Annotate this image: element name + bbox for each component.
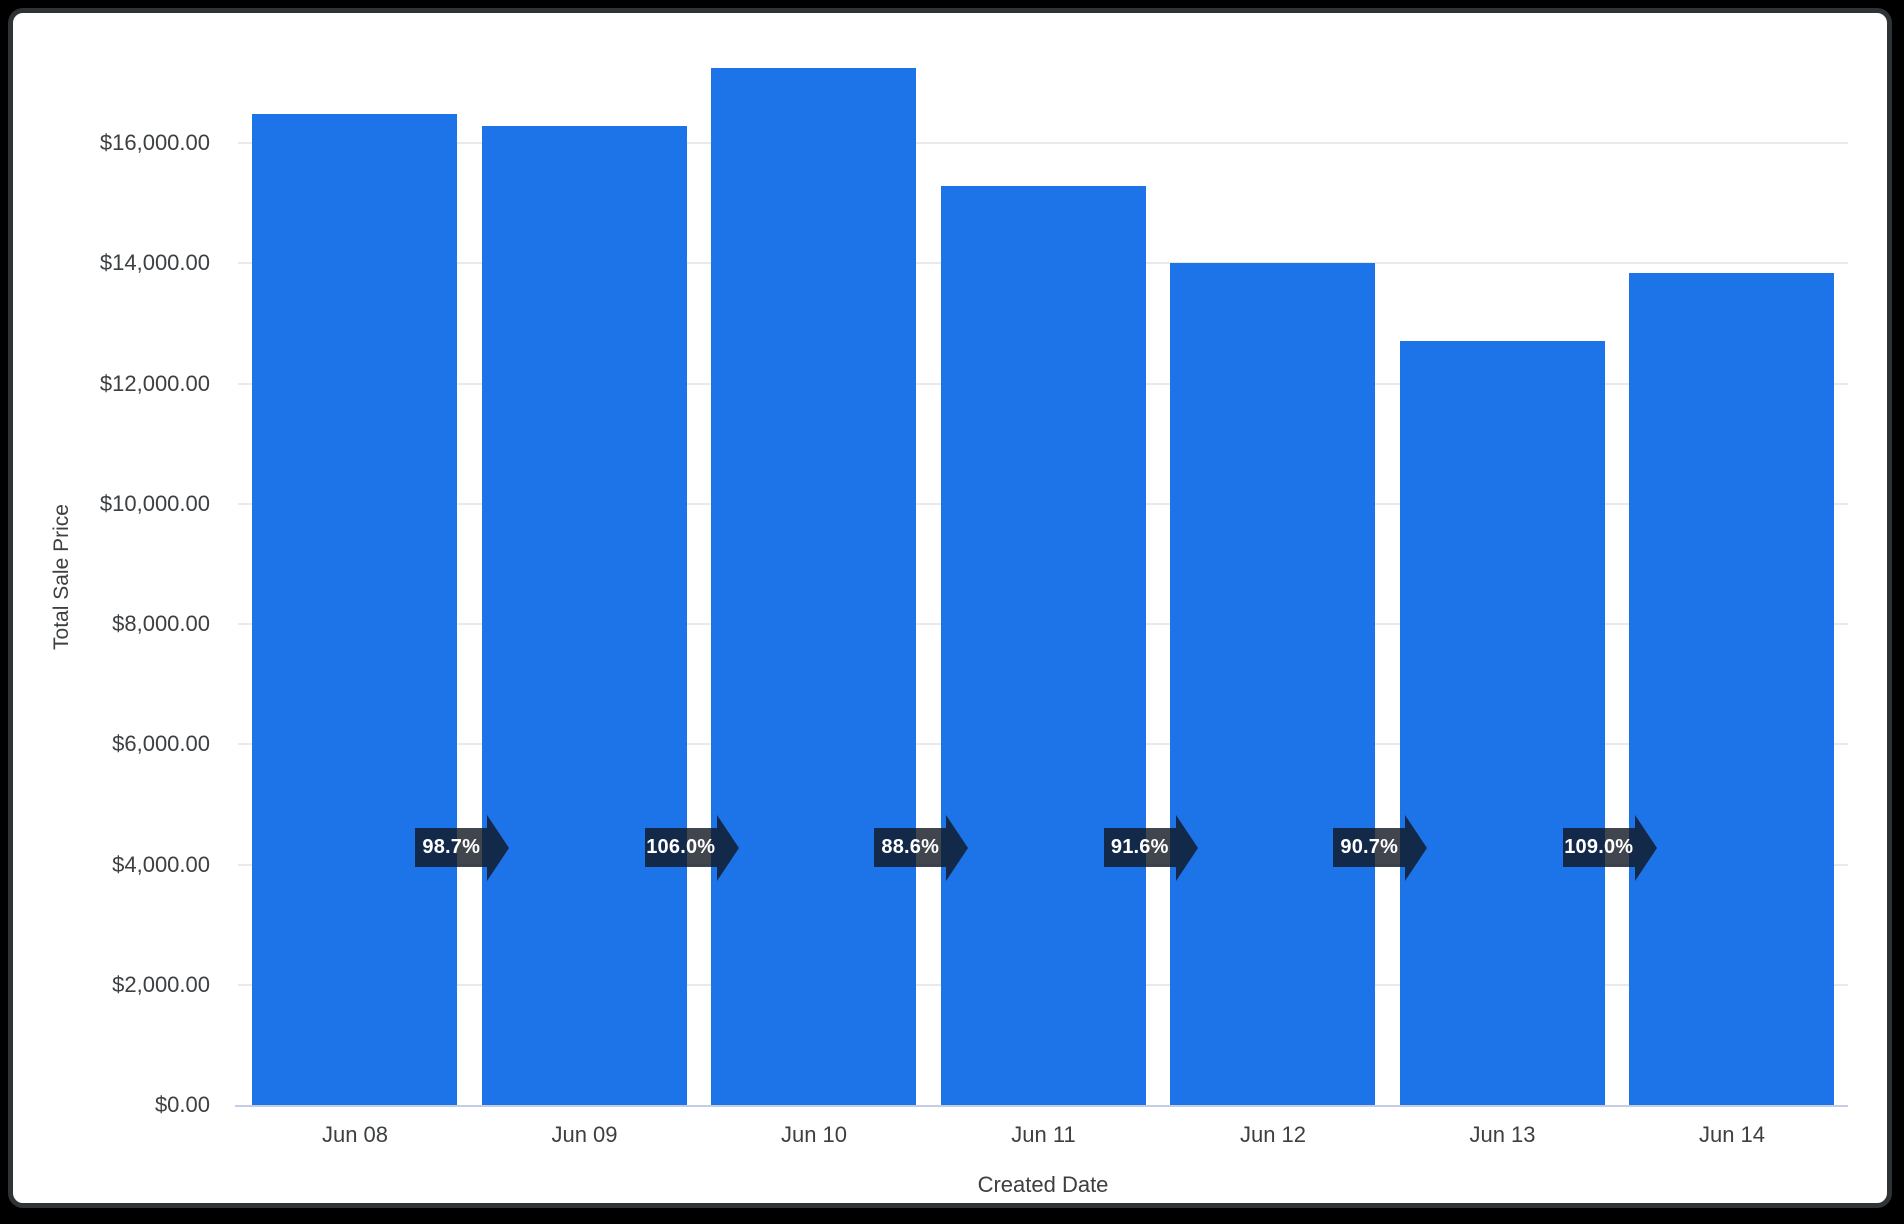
arrow-head-icon [1175,814,1198,881]
x-axis-line [235,1105,1848,1107]
bar-jun-13[interactable] [1399,341,1605,1105]
pct-change-label: 98.7% [422,836,481,858]
pct-change-badge: 88.6% [874,828,947,867]
pct-change-badge: 109.0% [1562,828,1635,867]
bar-chart: Total Sale Price $0.00 $2,000.00 $4,000.00… [13,13,1887,1203]
bar-jun-08[interactable] [252,113,457,1105]
pct-change-badge: 91.6% [1103,828,1176,867]
arrow-head-icon [1405,814,1428,881]
x-tick-label: Jun 13 [1469,1122,1536,1147]
pct-change-badge: 90.7% [1333,828,1406,867]
y-tick-label: $4,000.00 [112,851,210,877]
pct-change-label: 109.0% [1564,836,1634,858]
pct-change-label: 88.6% [881,836,940,858]
bar-jun-10[interactable] [711,67,916,1105]
arrow-head-icon [946,814,969,881]
arrow-head-icon [716,814,739,881]
y-tick-label: $0.00 [154,1092,210,1117]
pct-change-label: 90.7% [1340,836,1399,858]
x-tick-label: Jun 10 [780,1122,848,1147]
y-tick-label: $8,000.00 [112,611,210,636]
pct-change-label: 106.0% [646,836,716,858]
gridline-16000 [238,142,1848,144]
y-tick-label: $12,000.00 [99,370,210,396]
arrow-head-icon [487,814,510,881]
y-tick-label: $2,000.00 [112,971,210,997]
x-tick-label: Jun 08 [321,1122,389,1147]
x-tick-label: Jun 09 [551,1122,618,1147]
arrow-head-icon [1634,814,1657,881]
x-tick-label: Jun 11 [1011,1122,1076,1147]
x-tick-label: Jun 12 [1239,1122,1307,1147]
chart-card: Total Sale Price $0.00 $2,000.00 $4,000.00… [8,8,1892,1208]
x-axis-title: Created Date [977,1172,1109,1197]
y-tick-label: $14,000.00 [99,250,210,276]
pct-change-badge: 106.0% [644,828,717,867]
bar-jun-12[interactable] [1170,263,1375,1105]
y-tick-label: $6,000.00 [112,731,210,757]
y-tick-label: $10,000.00 [99,490,210,516]
x-tick-label: Jun 14 [1698,1122,1766,1147]
bar-jun-14[interactable] [1629,272,1834,1105]
bar-jun-11[interactable] [940,185,1146,1105]
y-tick-label: $16,000.00 [99,130,210,155]
pct-change-label: 91.6% [1110,836,1169,858]
bar-jun-09[interactable] [481,126,687,1105]
pct-change-badge: 98.7% [415,828,488,867]
